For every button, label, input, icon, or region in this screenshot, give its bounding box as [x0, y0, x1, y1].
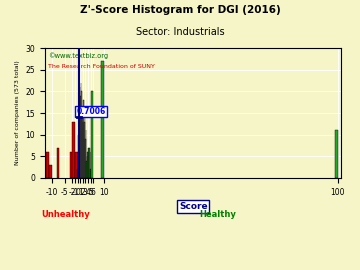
- Y-axis label: Number of companies (573 total): Number of companies (573 total): [15, 61, 20, 166]
- Bar: [70, 152, 72, 178]
- Bar: [77, 156, 78, 178]
- Bar: [88, 156, 89, 178]
- Bar: [46, 152, 49, 178]
- Bar: [85, 139, 86, 178]
- Bar: [101, 61, 104, 178]
- Text: Sector: Industrials: Sector: Industrials: [136, 27, 224, 37]
- Text: The Research Foundation of SUNY: The Research Foundation of SUNY: [48, 64, 155, 69]
- Bar: [72, 122, 75, 178]
- Bar: [79, 126, 80, 178]
- Bar: [83, 100, 84, 178]
- Bar: [89, 152, 90, 178]
- Bar: [90, 152, 91, 178]
- Bar: [86, 161, 87, 178]
- Text: Healthy: Healthy: [199, 210, 237, 219]
- Bar: [80, 96, 81, 178]
- Bar: [49, 165, 51, 178]
- Text: Z'-Score Histogram for DGI (2016): Z'-Score Histogram for DGI (2016): [80, 5, 280, 15]
- Bar: [87, 152, 88, 178]
- Bar: [81, 92, 82, 178]
- Bar: [84, 122, 85, 178]
- Text: ©www.textbiz.org: ©www.textbiz.org: [48, 52, 108, 59]
- Bar: [335, 130, 338, 178]
- X-axis label: Score: Score: [179, 202, 207, 211]
- Bar: [78, 117, 79, 178]
- Bar: [57, 148, 59, 178]
- Bar: [90, 92, 93, 178]
- Bar: [75, 152, 77, 178]
- Text: 0.7006: 0.7006: [77, 107, 106, 116]
- Bar: [82, 117, 83, 178]
- Text: Unhealthy: Unhealthy: [41, 210, 90, 219]
